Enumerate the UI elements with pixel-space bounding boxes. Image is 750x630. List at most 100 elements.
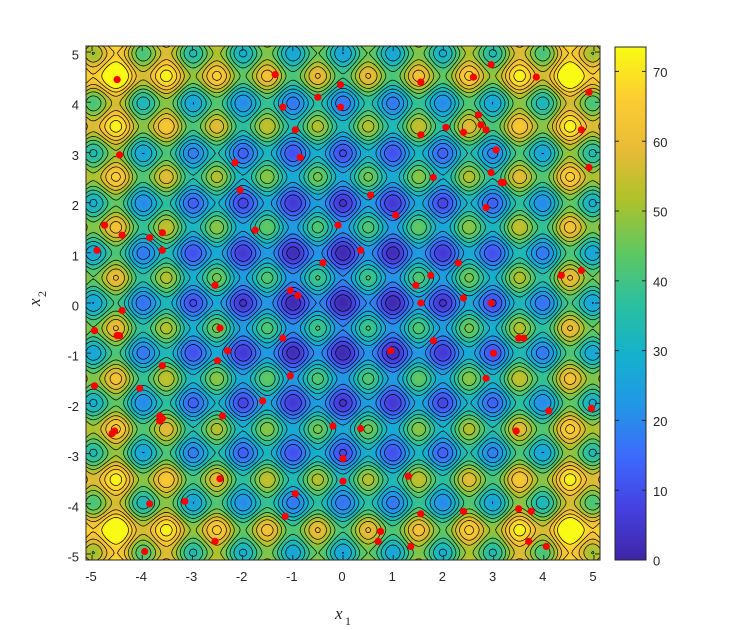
sample-point (585, 88, 593, 96)
sample-point (357, 424, 365, 433)
x-tick-label: -2 (236, 569, 248, 584)
sample-point (357, 246, 365, 254)
x-tick-label: 3 (489, 569, 496, 584)
sample-point (279, 103, 287, 111)
contour-line (86, 46, 600, 560)
sample-point (545, 407, 553, 415)
y-tick-label: -4 (67, 499, 79, 514)
y-axis-label-main: x (25, 298, 44, 307)
colorbar-frame (614, 46, 647, 561)
sample-point (334, 221, 342, 229)
sample-point (291, 126, 299, 134)
sample-point (377, 527, 385, 536)
x-axis-ticks (91, 46, 595, 560)
sample-point (236, 186, 244, 194)
y-tick-label: -5 (67, 550, 79, 565)
colorbar-tick-label: 70 (653, 65, 667, 80)
contour-lines (86, 46, 600, 560)
sample-point (459, 128, 468, 136)
sample-point (482, 126, 490, 134)
sample-point (90, 382, 99, 390)
sample-point (336, 81, 345, 89)
sample-point (101, 221, 109, 229)
x-tick-labels: -5 -4 -3 -2 -1 0 1 2 3 4 5 (85, 569, 596, 584)
sample-point (271, 71, 279, 79)
sample-point (224, 347, 232, 355)
sample-point (296, 153, 304, 161)
x-axis-label-main: x (334, 604, 343, 623)
sample-point (387, 347, 395, 355)
x-tick-label: 4 (539, 569, 546, 584)
sample-point (477, 121, 485, 129)
sample-point (417, 131, 425, 139)
sample-point (216, 324, 224, 332)
x-axis-label-subscript: 1 (345, 614, 351, 628)
colorbar-tick-label: 30 (653, 344, 667, 359)
sample-point (404, 472, 412, 480)
sample-point (136, 384, 144, 392)
sample-point (527, 507, 535, 515)
sample-point (158, 246, 166, 254)
sample-point (111, 427, 119, 435)
contour-line (86, 46, 600, 560)
sample-point (532, 73, 540, 81)
x-tick-label: -4 (135, 569, 147, 584)
sample-point (259, 397, 267, 405)
sample-points (90, 61, 596, 556)
x-axis-label: x 1 (334, 604, 351, 628)
x-tick-label: 1 (389, 569, 396, 584)
contour-line (101, 61, 585, 545)
colorbar-tick-label: 20 (653, 414, 667, 429)
sample-point (146, 500, 154, 508)
contour-line (86, 46, 600, 560)
sample-point (211, 281, 219, 289)
x-tick-label: 5 (589, 569, 596, 584)
sample-point (374, 537, 382, 546)
y-tick-label: -2 (67, 399, 79, 414)
sample-point (118, 231, 126, 239)
sample-point (487, 168, 495, 177)
sample-point (487, 299, 495, 307)
sample-point (213, 357, 222, 365)
sample-point (181, 497, 189, 505)
sample-point (158, 362, 166, 370)
sample-point (515, 334, 523, 342)
contour-line (189, 149, 497, 457)
sample-point (412, 281, 420, 289)
y-tick-label: -3 (67, 449, 79, 464)
sample-point (429, 173, 437, 182)
contour-line (135, 95, 551, 511)
sample-point (459, 507, 468, 515)
colorbar-tick-label: 10 (653, 484, 667, 499)
sample-point (487, 61, 495, 69)
sample-point (113, 76, 121, 84)
sample-point (156, 417, 164, 425)
contour-line (86, 46, 600, 560)
sample-point (585, 163, 593, 172)
sample-point (500, 178, 508, 187)
sample-point (118, 306, 126, 315)
sample-point (459, 294, 468, 302)
sample-point (116, 151, 124, 159)
sample-point (427, 271, 435, 279)
contour-line (86, 46, 600, 560)
sample-point (520, 334, 528, 342)
sample-point (339, 455, 347, 463)
sample-point (93, 246, 101, 254)
sample-point (442, 123, 450, 131)
sample-point (294, 291, 302, 300)
sample-point (113, 332, 121, 340)
sample-point (417, 510, 425, 518)
sample-point (231, 158, 239, 167)
sample-point (218, 412, 227, 420)
sample-point (319, 259, 327, 267)
sample-point (577, 266, 586, 274)
sample-point (158, 229, 166, 237)
sample-point (286, 286, 294, 295)
y-tick-label: 3 (72, 148, 79, 163)
colorbar-tick-label: 40 (653, 274, 667, 289)
y-tick-label: 5 (72, 48, 79, 63)
sample-point (216, 475, 224, 483)
sample-point (339, 477, 347, 485)
